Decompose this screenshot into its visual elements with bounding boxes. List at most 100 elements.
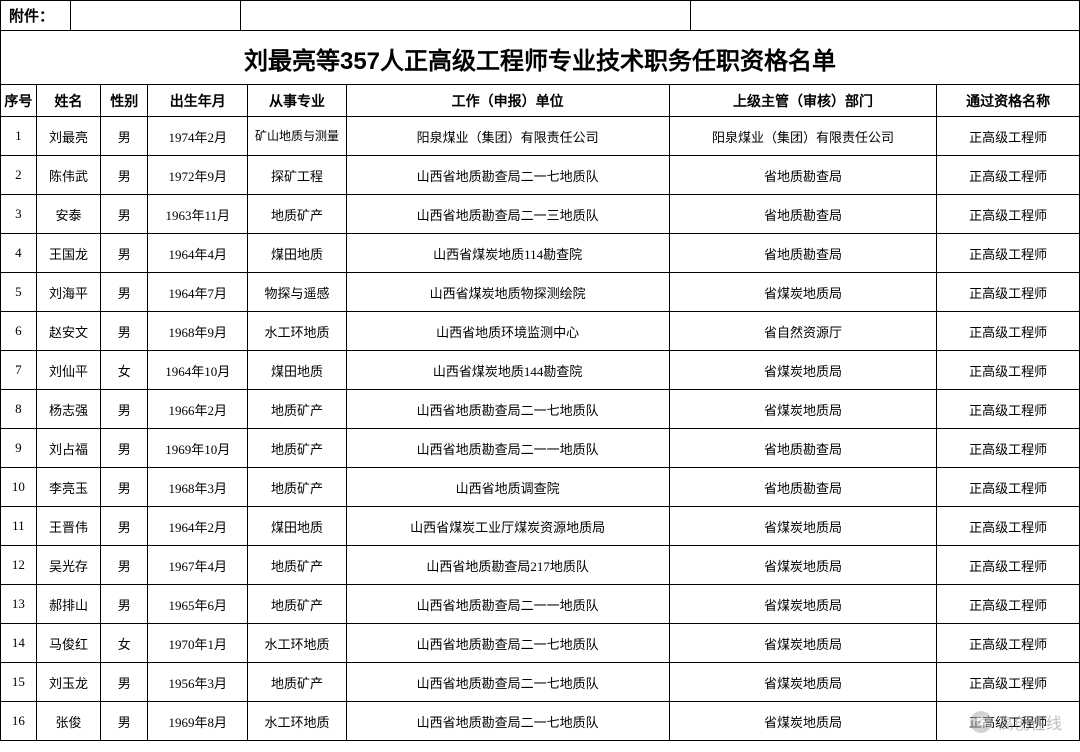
table-cell: 煤田地质 <box>248 351 346 390</box>
table-row: 10李亮玉男1968年3月地质矿产山西省地质调查院省地质勘查局正高级工程师 <box>1 468 1080 507</box>
table-cell: 地质矿产 <box>248 468 346 507</box>
table-cell: 山西省煤炭地质物探测绘院 <box>346 273 669 312</box>
table-cell: 李亮玉 <box>36 468 101 507</box>
table-cell: 水工环地质 <box>248 312 346 351</box>
table-cell: 正高级工程师 <box>937 468 1080 507</box>
table-cell: 陈伟武 <box>36 156 101 195</box>
table-row: 1刘最亮男1974年2月矿山地质与测量阳泉煤业（集团）有限责任公司阳泉煤业（集团… <box>1 117 1080 156</box>
table-cell: 张俊 <box>36 702 101 741</box>
table-cell: 8 <box>1 390 37 429</box>
col-header-qual: 通过资格名称 <box>937 85 1080 117</box>
attachment-header: 附件： <box>0 0 1080 31</box>
table-cell: 煤田地质 <box>248 507 346 546</box>
table-cell: 女 <box>101 351 148 390</box>
table-cell: 王晋伟 <box>36 507 101 546</box>
table-cell: 山西省煤炭工业厅煤炭资源地质局 <box>346 507 669 546</box>
qualification-table: 序号 姓名 性别 出生年月 从事专业 工作（申报）单位 上级主管（审核）部门 通… <box>0 84 1080 741</box>
table-cell: 14 <box>1 624 37 663</box>
table-cell: 山西省地质环境监测中心 <box>346 312 669 351</box>
table-cell: 男 <box>101 117 148 156</box>
col-header-name: 姓名 <box>36 85 101 117</box>
table-cell: 11 <box>1 507 37 546</box>
header-blank-cell <box>691 1 1080 31</box>
table-cell: 12 <box>1 546 37 585</box>
table-cell: 男 <box>101 585 148 624</box>
table-cell: 1964年2月 <box>148 507 248 546</box>
table-cell: 正高级工程师 <box>937 351 1080 390</box>
table-cell: 男 <box>101 234 148 273</box>
table-cell: 省煤炭地质局 <box>669 507 937 546</box>
table-cell: 刘占福 <box>36 429 101 468</box>
table-cell: 水工环地质 <box>248 702 346 741</box>
table-cell: 男 <box>101 195 148 234</box>
watermark-text: 高创在线 <box>998 710 1062 734</box>
table-cell: 男 <box>101 546 148 585</box>
table-cell: 省煤炭地质局 <box>669 351 937 390</box>
table-row: 4王国龙男1964年4月煤田地质山西省煤炭地质114勘查院省地质勘查局正高级工程… <box>1 234 1080 273</box>
table-cell: 1972年9月 <box>148 156 248 195</box>
header-blank-cell <box>241 1 691 31</box>
table-cell: 省地质勘查局 <box>669 468 937 507</box>
table-cell: 1964年10月 <box>148 351 248 390</box>
table-cell: 山西省地质勘查局217地质队 <box>346 546 669 585</box>
table-cell: 山西省地质勘查局二一七地质队 <box>346 390 669 429</box>
table-row: 16张俊男1969年8月水工环地质山西省地质勘查局二一七地质队省煤炭地质局正高级… <box>1 702 1080 741</box>
table-row: 6赵安文男1968年9月水工环地质山西省地质环境监测中心省自然资源厅正高级工程师 <box>1 312 1080 351</box>
table-cell: 正高级工程师 <box>937 117 1080 156</box>
header-blank-cell <box>71 1 241 31</box>
table-cell: 1967年4月 <box>148 546 248 585</box>
table-cell: 1963年11月 <box>148 195 248 234</box>
table-cell: 1968年9月 <box>148 312 248 351</box>
table-cell: 5 <box>1 273 37 312</box>
attachment-label: 附件： <box>1 1 71 31</box>
col-header-major: 从事专业 <box>248 85 346 117</box>
table-cell: 13 <box>1 585 37 624</box>
watermark: 高创在线 <box>970 710 1062 734</box>
table-cell: 探矿工程 <box>248 156 346 195</box>
table-cell: 男 <box>101 507 148 546</box>
table-cell: 1964年7月 <box>148 273 248 312</box>
table-cell: 安泰 <box>36 195 101 234</box>
table-cell: 地质矿产 <box>248 429 346 468</box>
table-cell: 矿山地质与测量 <box>248 117 346 156</box>
table-cell: 1965年6月 <box>148 585 248 624</box>
table-row: 15刘玉龙男1956年3月地质矿产山西省地质勘查局二一七地质队省煤炭地质局正高级… <box>1 663 1080 702</box>
table-cell: 王国龙 <box>36 234 101 273</box>
table-cell: 1974年2月 <box>148 117 248 156</box>
table-cell: 男 <box>101 390 148 429</box>
table-cell: 煤田地质 <box>248 234 346 273</box>
table-cell: 省自然资源厅 <box>669 312 937 351</box>
table-cell: 水工环地质 <box>248 624 346 663</box>
table-cell: 地质矿产 <box>248 663 346 702</box>
page-title: 刘最亮等357人正高级工程师专业技术职务任职资格名单 <box>0 31 1080 84</box>
table-cell: 山西省地质调查院 <box>346 468 669 507</box>
table-cell: 郝排山 <box>36 585 101 624</box>
table-cell: 男 <box>101 468 148 507</box>
table-cell: 赵安文 <box>36 312 101 351</box>
table-cell: 吴光存 <box>36 546 101 585</box>
table-cell: 1969年10月 <box>148 429 248 468</box>
col-header-seq: 序号 <box>1 85 37 117</box>
table-cell: 正高级工程师 <box>937 663 1080 702</box>
table-cell: 地质矿产 <box>248 585 346 624</box>
table-cell: 1964年4月 <box>148 234 248 273</box>
table-cell: 正高级工程师 <box>937 273 1080 312</box>
table-cell: 1970年1月 <box>148 624 248 663</box>
table-cell: 省煤炭地质局 <box>669 624 937 663</box>
table-cell: 阳泉煤业（集团）有限责任公司 <box>669 117 937 156</box>
table-cell: 2 <box>1 156 37 195</box>
table-cell: 6 <box>1 312 37 351</box>
table-row: 13郝排山男1965年6月地质矿产山西省地质勘查局二一一地质队省煤炭地质局正高级… <box>1 585 1080 624</box>
table-header-row: 序号 姓名 性别 出生年月 从事专业 工作（申报）单位 上级主管（审核）部门 通… <box>1 85 1080 117</box>
table-cell: 1 <box>1 117 37 156</box>
table-cell: 正高级工程师 <box>937 234 1080 273</box>
col-header-unit: 工作（申报）单位 <box>346 85 669 117</box>
table-cell: 地质矿产 <box>248 390 346 429</box>
table-cell: 1969年8月 <box>148 702 248 741</box>
table-cell: 省地质勘查局 <box>669 156 937 195</box>
table-cell: 物探与遥感 <box>248 273 346 312</box>
table-cell: 正高级工程师 <box>937 507 1080 546</box>
table-cell: 正高级工程师 <box>937 546 1080 585</box>
table-cell: 正高级工程师 <box>937 195 1080 234</box>
table-cell: 4 <box>1 234 37 273</box>
